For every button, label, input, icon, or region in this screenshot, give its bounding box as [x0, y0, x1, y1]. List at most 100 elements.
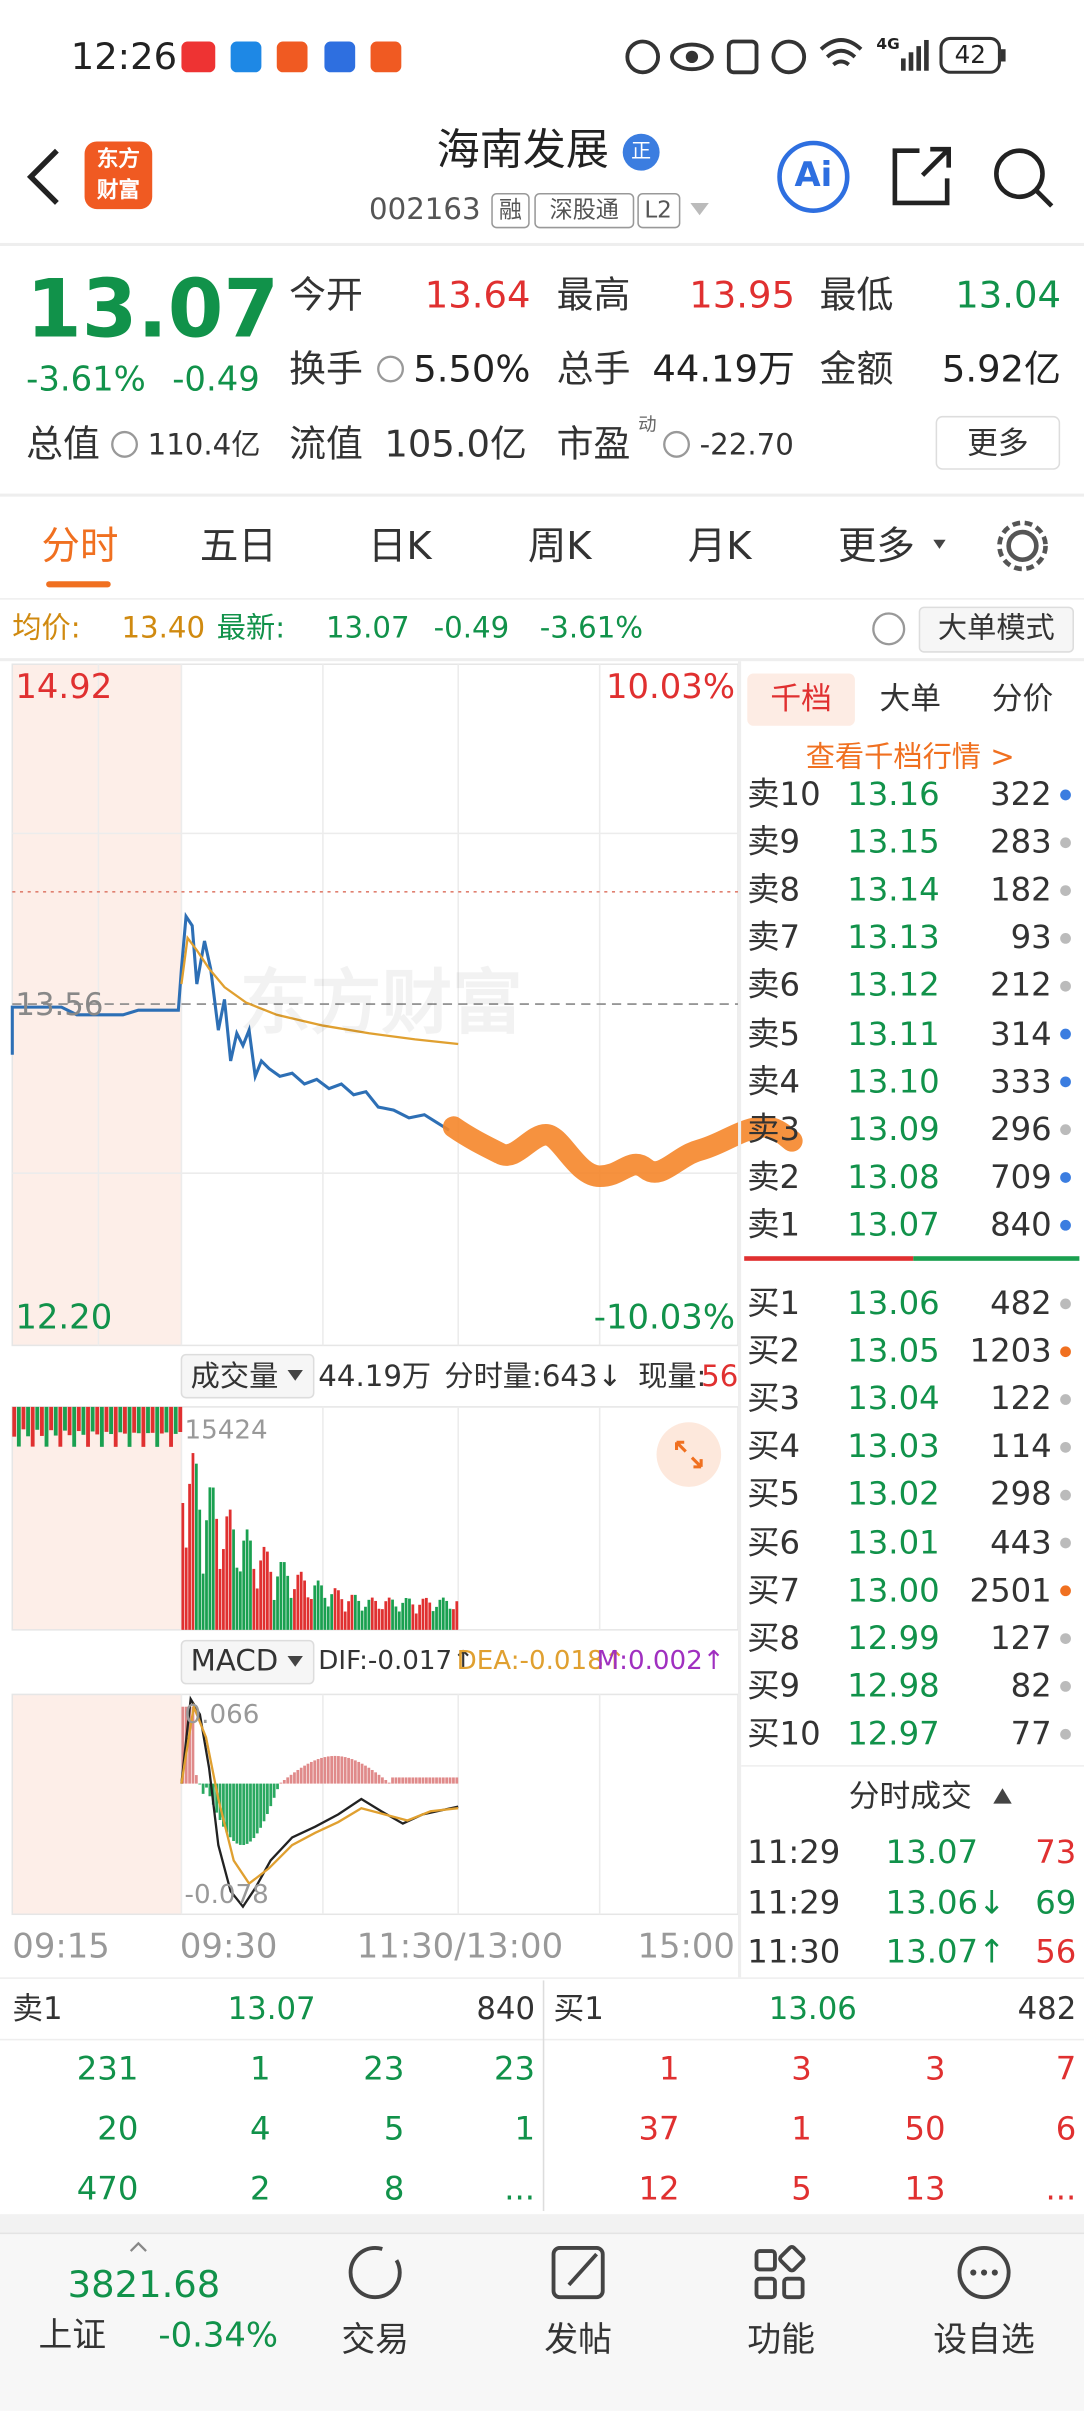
bid-order: 37	[638, 2110, 680, 2148]
bar-shape	[303, 1765, 306, 1784]
bar-shape	[452, 1609, 455, 1630]
logo: 财富	[96, 178, 140, 203]
bar-shape	[374, 1600, 378, 1630]
tab[interactable]: 五日	[199, 523, 277, 569]
bar-shape	[431, 1777, 435, 1784]
bid-price: 13.04	[847, 1380, 940, 1418]
book-tab[interactable]: 大单	[879, 679, 942, 717]
ask-order: 470	[76, 2170, 139, 2208]
bid-level: 买9	[747, 1667, 801, 1705]
panel-selector[interactable]: MACD	[190, 1644, 279, 1679]
tab[interactable]: 日K	[367, 523, 432, 569]
nav-item[interactable]: 发帖	[544, 2321, 612, 2361]
ask-order: 23	[363, 2050, 405, 2088]
bar-shape	[438, 1599, 442, 1630]
bid-volume: 443	[990, 1523, 1052, 1561]
bar-shape	[72, 1406, 77, 1447]
nav-item[interactable]: 设自选	[933, 2321, 1035, 2361]
bar-shape	[198, 1509, 202, 1630]
bar-shape	[282, 1779, 286, 1784]
book-link[interactable]: 查看千档行情 >	[805, 740, 1015, 775]
bar-shape	[266, 1551, 269, 1630]
bar-shape	[90, 1406, 95, 1432]
more-button[interactable]: 更多	[967, 424, 1029, 462]
bar-shape	[337, 1756, 340, 1784]
bar-shape	[58, 1406, 63, 1447]
macd-dea: DEA:-0.018↑	[456, 1645, 626, 1677]
axis-label: 10.03%	[605, 668, 735, 708]
tab[interactable]: 周K	[527, 523, 592, 569]
bid-price: 13.03	[847, 1428, 940, 1466]
bid-volume: 77	[1010, 1715, 1052, 1752]
bar-shape	[225, 1783, 229, 1833]
bar-shape	[269, 1571, 273, 1630]
bar-shape	[67, 1406, 72, 1436]
nav-item[interactable]: 功能	[747, 2321, 815, 2361]
index-value[interactable]: 3821.68	[67, 2263, 221, 2307]
bar-shape	[249, 1540, 252, 1630]
panel-selector[interactable]: 成交量	[190, 1359, 279, 1394]
time-label: 11:30/13:00	[356, 1928, 564, 1967]
bar-shape	[424, 1777, 428, 1784]
bar-shape	[262, 1546, 266, 1630]
change-pct: -3.61%	[26, 361, 146, 400]
bar-shape	[81, 1406, 86, 1435]
ask-price: 13.07	[847, 1206, 940, 1243]
bar-shape	[215, 1518, 219, 1630]
book-tab[interactable]: 千档	[770, 679, 832, 717]
ask-level: 卖2	[747, 1158, 801, 1196]
bar-shape	[259, 1783, 263, 1828]
tab[interactable]: 月K	[687, 523, 752, 569]
tab[interactable]: 分时	[41, 523, 119, 569]
bar-shape	[159, 1406, 164, 1434]
bid-volume: 1203	[969, 1332, 1052, 1370]
bar-shape	[245, 1529, 249, 1630]
bar-shape	[299, 1571, 303, 1630]
bar-shape	[320, 1585, 323, 1630]
tag: 融	[498, 196, 523, 224]
mode-button[interactable]: 大单模式	[937, 611, 1055, 646]
ask-volume: 840	[990, 1206, 1052, 1243]
bar-shape	[337, 1590, 340, 1630]
dot	[1060, 1172, 1071, 1183]
bar-shape	[49, 1406, 54, 1431]
bar-shape	[141, 1406, 146, 1447]
bar-shape	[401, 1777, 405, 1784]
bid-order: 12	[638, 2170, 680, 2208]
bar-shape	[309, 1761, 313, 1784]
ask-level: 卖6	[747, 966, 801, 1004]
bar-shape	[316, 1759, 320, 1784]
bar-shape	[343, 1611, 347, 1630]
nav-item[interactable]: 交易	[341, 2321, 410, 2361]
tab[interactable]: 更多	[837, 523, 915, 569]
bar-shape	[387, 1597, 391, 1630]
field-value: 13.95	[689, 273, 795, 317]
bid-volume: 82	[1010, 1667, 1052, 1705]
dot	[1060, 1394, 1071, 1405]
index-change[interactable]: -0.34%	[158, 2317, 279, 2356]
bar-shape	[438, 1777, 442, 1784]
bid-order: 5	[791, 2170, 812, 2208]
bar-shape	[313, 1760, 317, 1784]
bar-shape	[414, 1777, 418, 1784]
index-name[interactable]: 上证	[38, 2317, 107, 2356]
bar-shape	[208, 1487, 212, 1630]
bar-shape	[181, 1706, 185, 1784]
bid-order: 13	[904, 2170, 946, 2208]
ask-volume: 322	[990, 775, 1052, 813]
ask-order: 2	[250, 2170, 271, 2208]
ask-order: 8	[383, 2170, 405, 2208]
book-tab[interactable]: 分价	[991, 679, 1054, 717]
bar-shape	[350, 1759, 354, 1784]
last-price: 13.07	[325, 611, 410, 646]
summary-label: 均价:	[12, 611, 81, 646]
bar-shape	[86, 1406, 90, 1447]
dot	[1060, 933, 1071, 944]
ask-volume: 333	[990, 1062, 1052, 1100]
bar-shape	[272, 1599, 276, 1630]
ai-button[interactable]: Ai	[794, 156, 833, 196]
bar-shape	[377, 1774, 381, 1784]
bar-shape	[228, 1783, 232, 1838]
level1-volume: 482	[1017, 1989, 1077, 2027]
